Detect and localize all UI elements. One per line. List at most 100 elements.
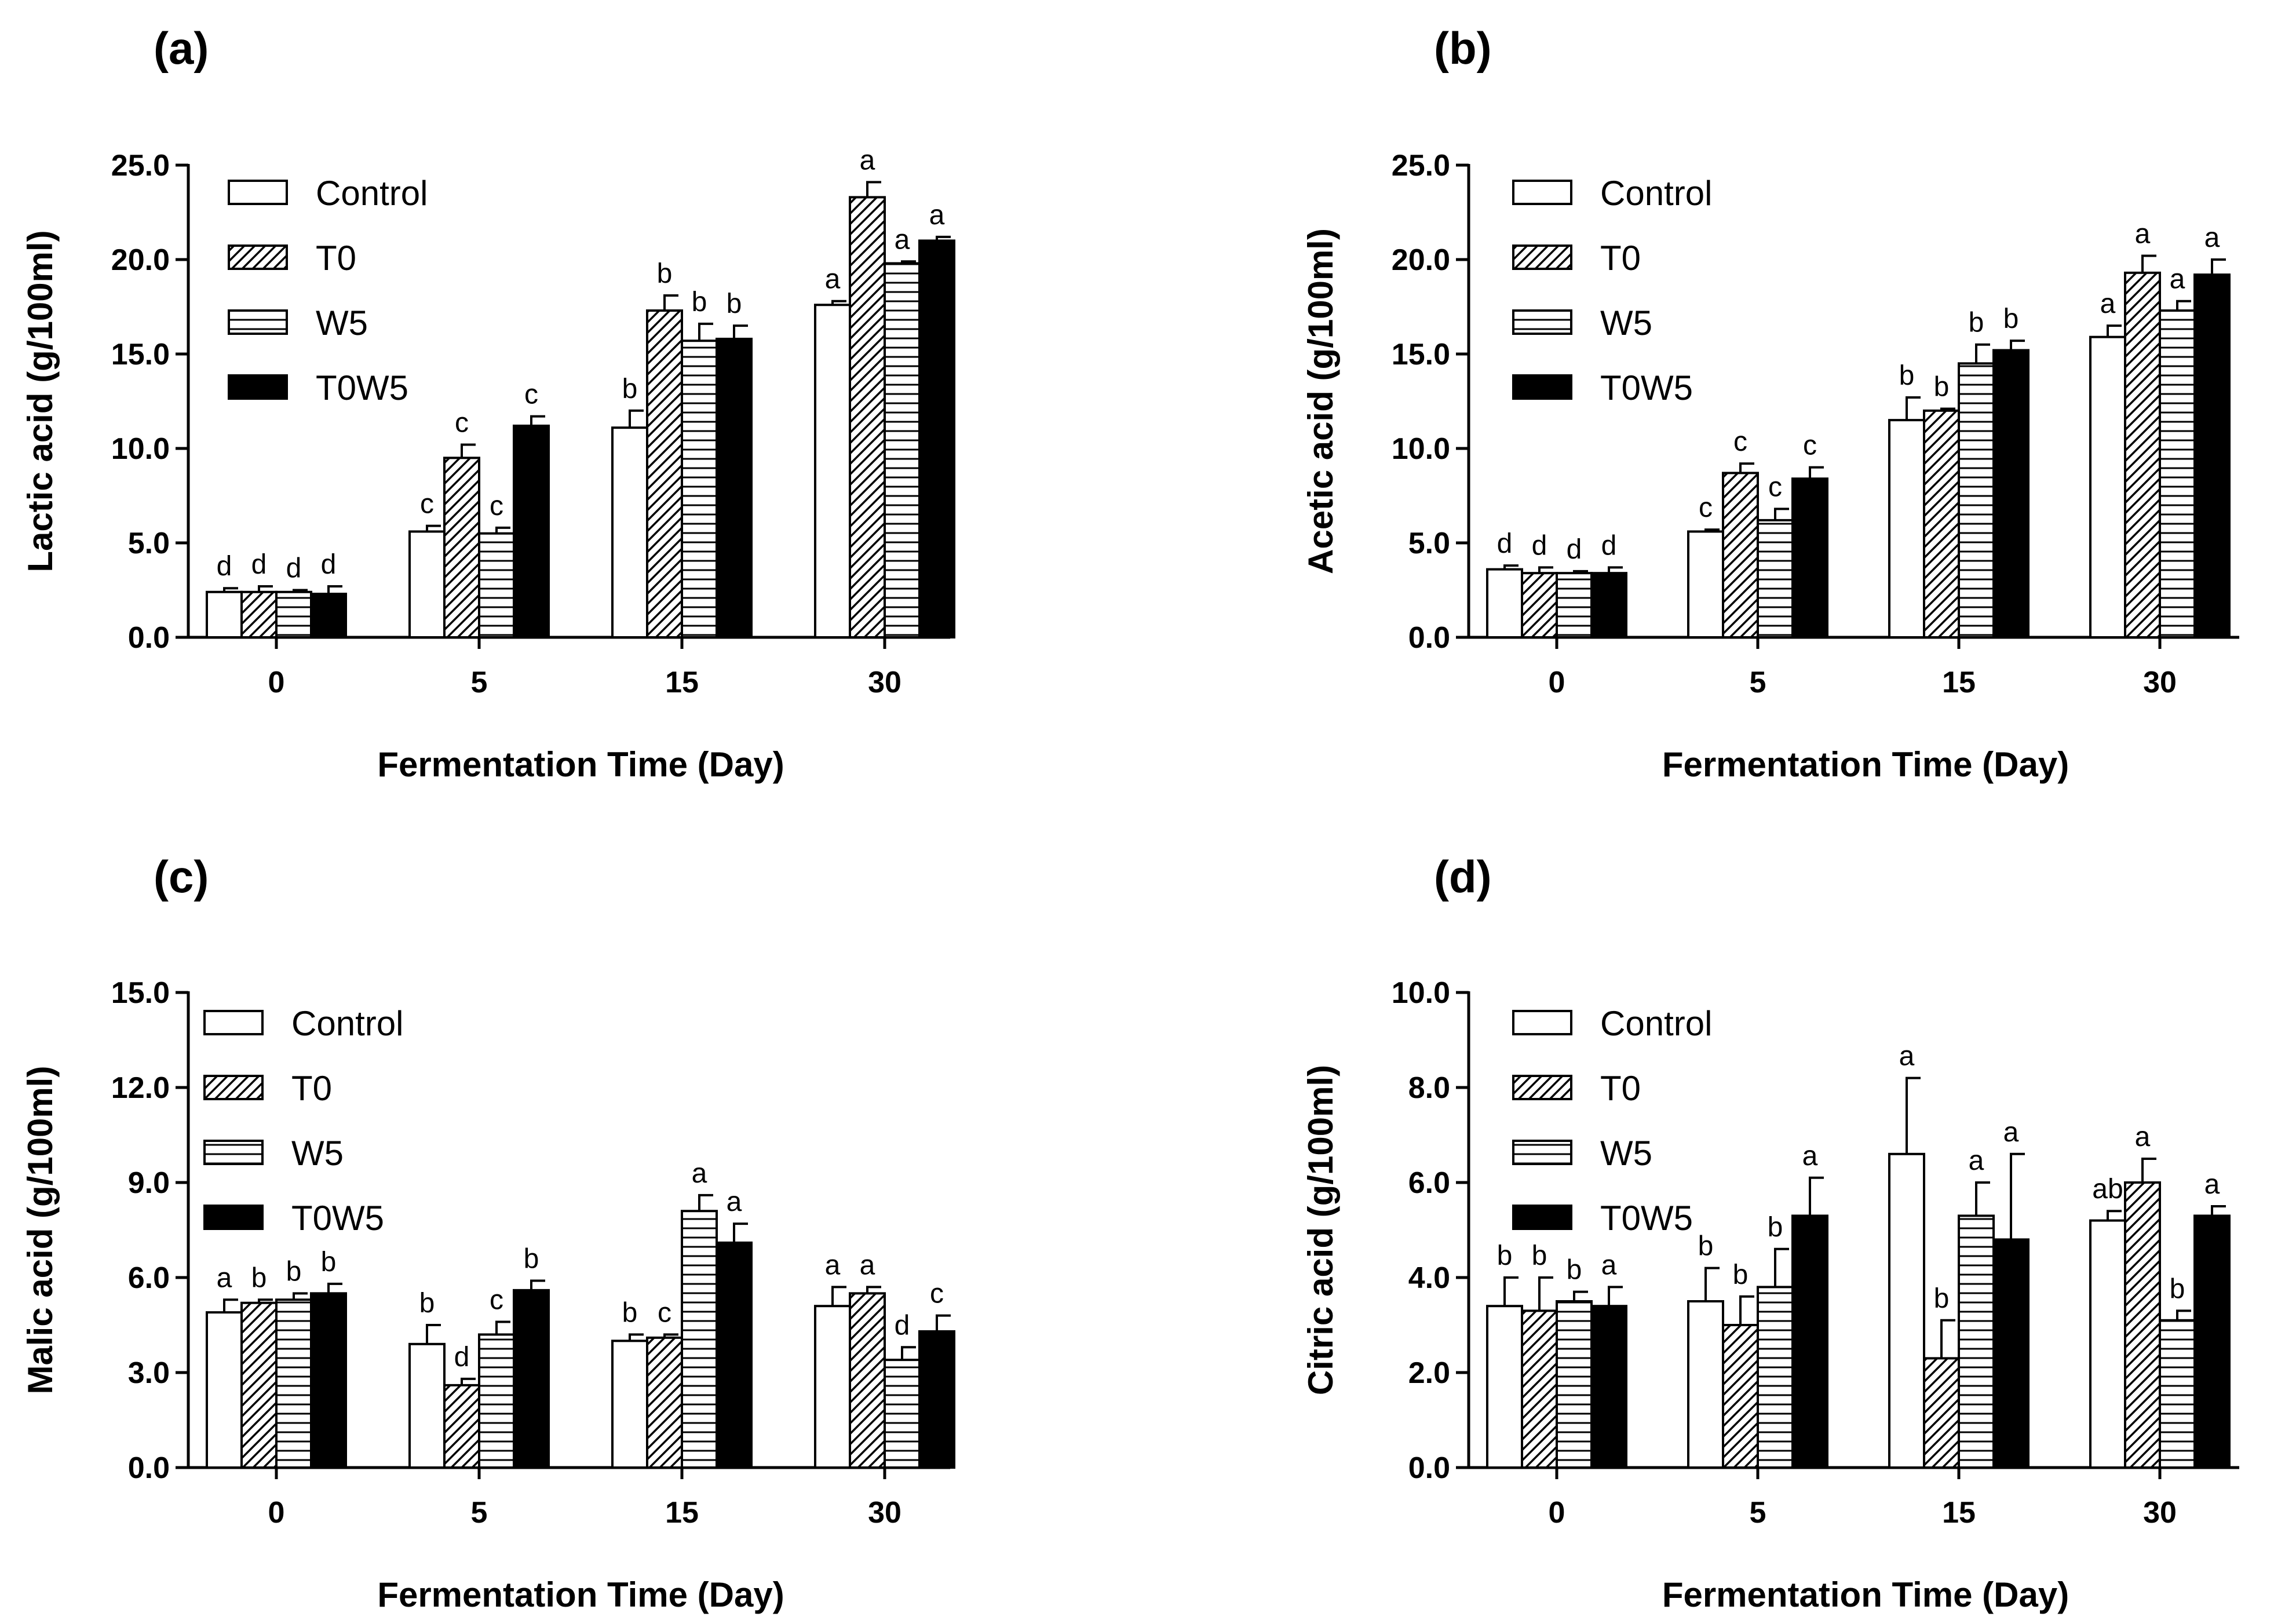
bar [1757, 519, 1794, 638]
significance-label: d [321, 549, 337, 580]
significance-label: c [1768, 472, 1782, 502]
y-tick-label: 2.0 [1408, 1356, 1450, 1390]
bar [918, 239, 955, 638]
bar [611, 426, 648, 638]
legend-label: Control [1600, 1004, 1712, 1043]
x-tick-label: 30 [2143, 1496, 2177, 1530]
y-tick-label: 12.0 [111, 1071, 170, 1105]
legend-swatch [1512, 244, 1572, 270]
y-tick-label: 0.0 [128, 1451, 170, 1485]
y-tick-label: 5.0 [1408, 527, 1450, 560]
significance-label: a [217, 1262, 232, 1293]
bar [1521, 1309, 1558, 1469]
significance-label: a [825, 1250, 841, 1280]
bar [716, 337, 753, 638]
significance-label: b [1768, 1212, 1783, 1243]
bar [2124, 271, 2161, 638]
bar [1888, 1152, 1925, 1469]
significance-label: b [2003, 304, 2019, 334]
x-tick-label: 0 [1549, 1496, 1565, 1530]
bar [1687, 1300, 1724, 1469]
legend-label: Control [291, 1004, 403, 1043]
y-tick-label: 25.0 [1392, 149, 1450, 183]
y-tick-label: 0.0 [1408, 621, 1450, 655]
legend-swatch [1512, 1010, 1572, 1035]
significance-label: c [455, 407, 469, 438]
bar [478, 532, 515, 639]
bar [611, 1340, 648, 1469]
y-tick-label: 6.0 [128, 1261, 170, 1295]
legend-label: Control [316, 174, 428, 213]
significance-label: b [1497, 1240, 1513, 1271]
significance-label: d [1497, 528, 1513, 559]
significance-label: a [2100, 289, 2116, 319]
bar [646, 309, 683, 638]
bar [513, 1289, 550, 1469]
bar [2159, 1319, 2196, 1469]
significance-label: d [251, 549, 267, 580]
y-tick-label: 9.0 [128, 1166, 170, 1200]
legend-label: T0W5 [291, 1199, 384, 1238]
legend-label: W5 [1600, 304, 1652, 342]
y-tick-label: 0.0 [1408, 1451, 1450, 1485]
bar [2124, 1181, 2161, 1469]
x-axis-title: Fermentation Time (Day) [377, 745, 784, 784]
bar [1521, 572, 1558, 638]
bar [814, 304, 851, 638]
legend-swatch [228, 180, 288, 205]
y-tick-label: 15.0 [111, 338, 170, 371]
legend-swatch [203, 1010, 264, 1035]
x-tick-label: 5 [471, 1496, 488, 1530]
x-tick-label: 0 [268, 1496, 285, 1530]
significance-label: b [1899, 360, 1915, 391]
y-tick-label: 6.0 [1408, 1166, 1450, 1200]
bar [513, 424, 550, 638]
significance-label: b [1733, 1260, 1749, 1290]
significance-label: b [321, 1247, 337, 1278]
significance-label: c [658, 1297, 671, 1328]
y-axis-title: Malic acid (g/100ml) [21, 1066, 60, 1395]
legend-label: T0 [1600, 239, 1641, 278]
x-tick-label: 30 [2143, 666, 2177, 699]
y-tick-label: 5.0 [128, 527, 170, 560]
chart-panel: (b) 0.0 5.0 10.0 15.0 20.0 25.0 Acetic acid (g/… [1301, 23, 2239, 784]
legend-swatch [203, 1205, 264, 1230]
bar [408, 530, 446, 638]
bar [849, 1292, 886, 1469]
panel-label: (a) [154, 23, 209, 74]
bar [1958, 1214, 1995, 1469]
x-tick-label: 5 [471, 666, 488, 699]
y-axis-title: Lactic acid (g/100ml) [21, 230, 60, 572]
significance-label: a [1601, 1250, 1617, 1280]
significance-label: b [692, 287, 707, 317]
significance-label: a [825, 264, 841, 295]
significance-label: c [420, 489, 434, 520]
significance-label: c [524, 379, 538, 410]
legend-swatch [228, 309, 288, 335]
chart-panel: (c) 0.0 3.0 6.0 9.0 12.0 15.0 Malic acid (g/100… [21, 851, 955, 1614]
bar [310, 593, 347, 639]
bar [2193, 1214, 2231, 1469]
legend-label: W5 [1600, 1134, 1652, 1173]
bar [814, 1305, 851, 1469]
significance-label: ab [2092, 1174, 2123, 1205]
panel-label: (c) [154, 851, 209, 902]
significance-label: b [622, 1297, 638, 1328]
bar [1722, 472, 1759, 638]
bar [408, 1342, 446, 1469]
significance-label: b [1698, 1231, 1714, 1262]
bar [1687, 530, 1724, 638]
legend-swatch [1512, 309, 1572, 335]
legend-swatch [1512, 180, 1572, 205]
x-axis-title: Fermentation Time (Day) [1662, 745, 2069, 784]
bar [443, 1384, 480, 1469]
x-tick-label: 30 [868, 666, 901, 699]
significance-label: b [727, 289, 742, 319]
bar [918, 1330, 955, 1469]
significance-label: c [1733, 426, 1747, 457]
panel-label: (d) [1434, 851, 1492, 902]
y-tick-label: 15.0 [1392, 338, 1450, 371]
bar [275, 1298, 312, 1469]
